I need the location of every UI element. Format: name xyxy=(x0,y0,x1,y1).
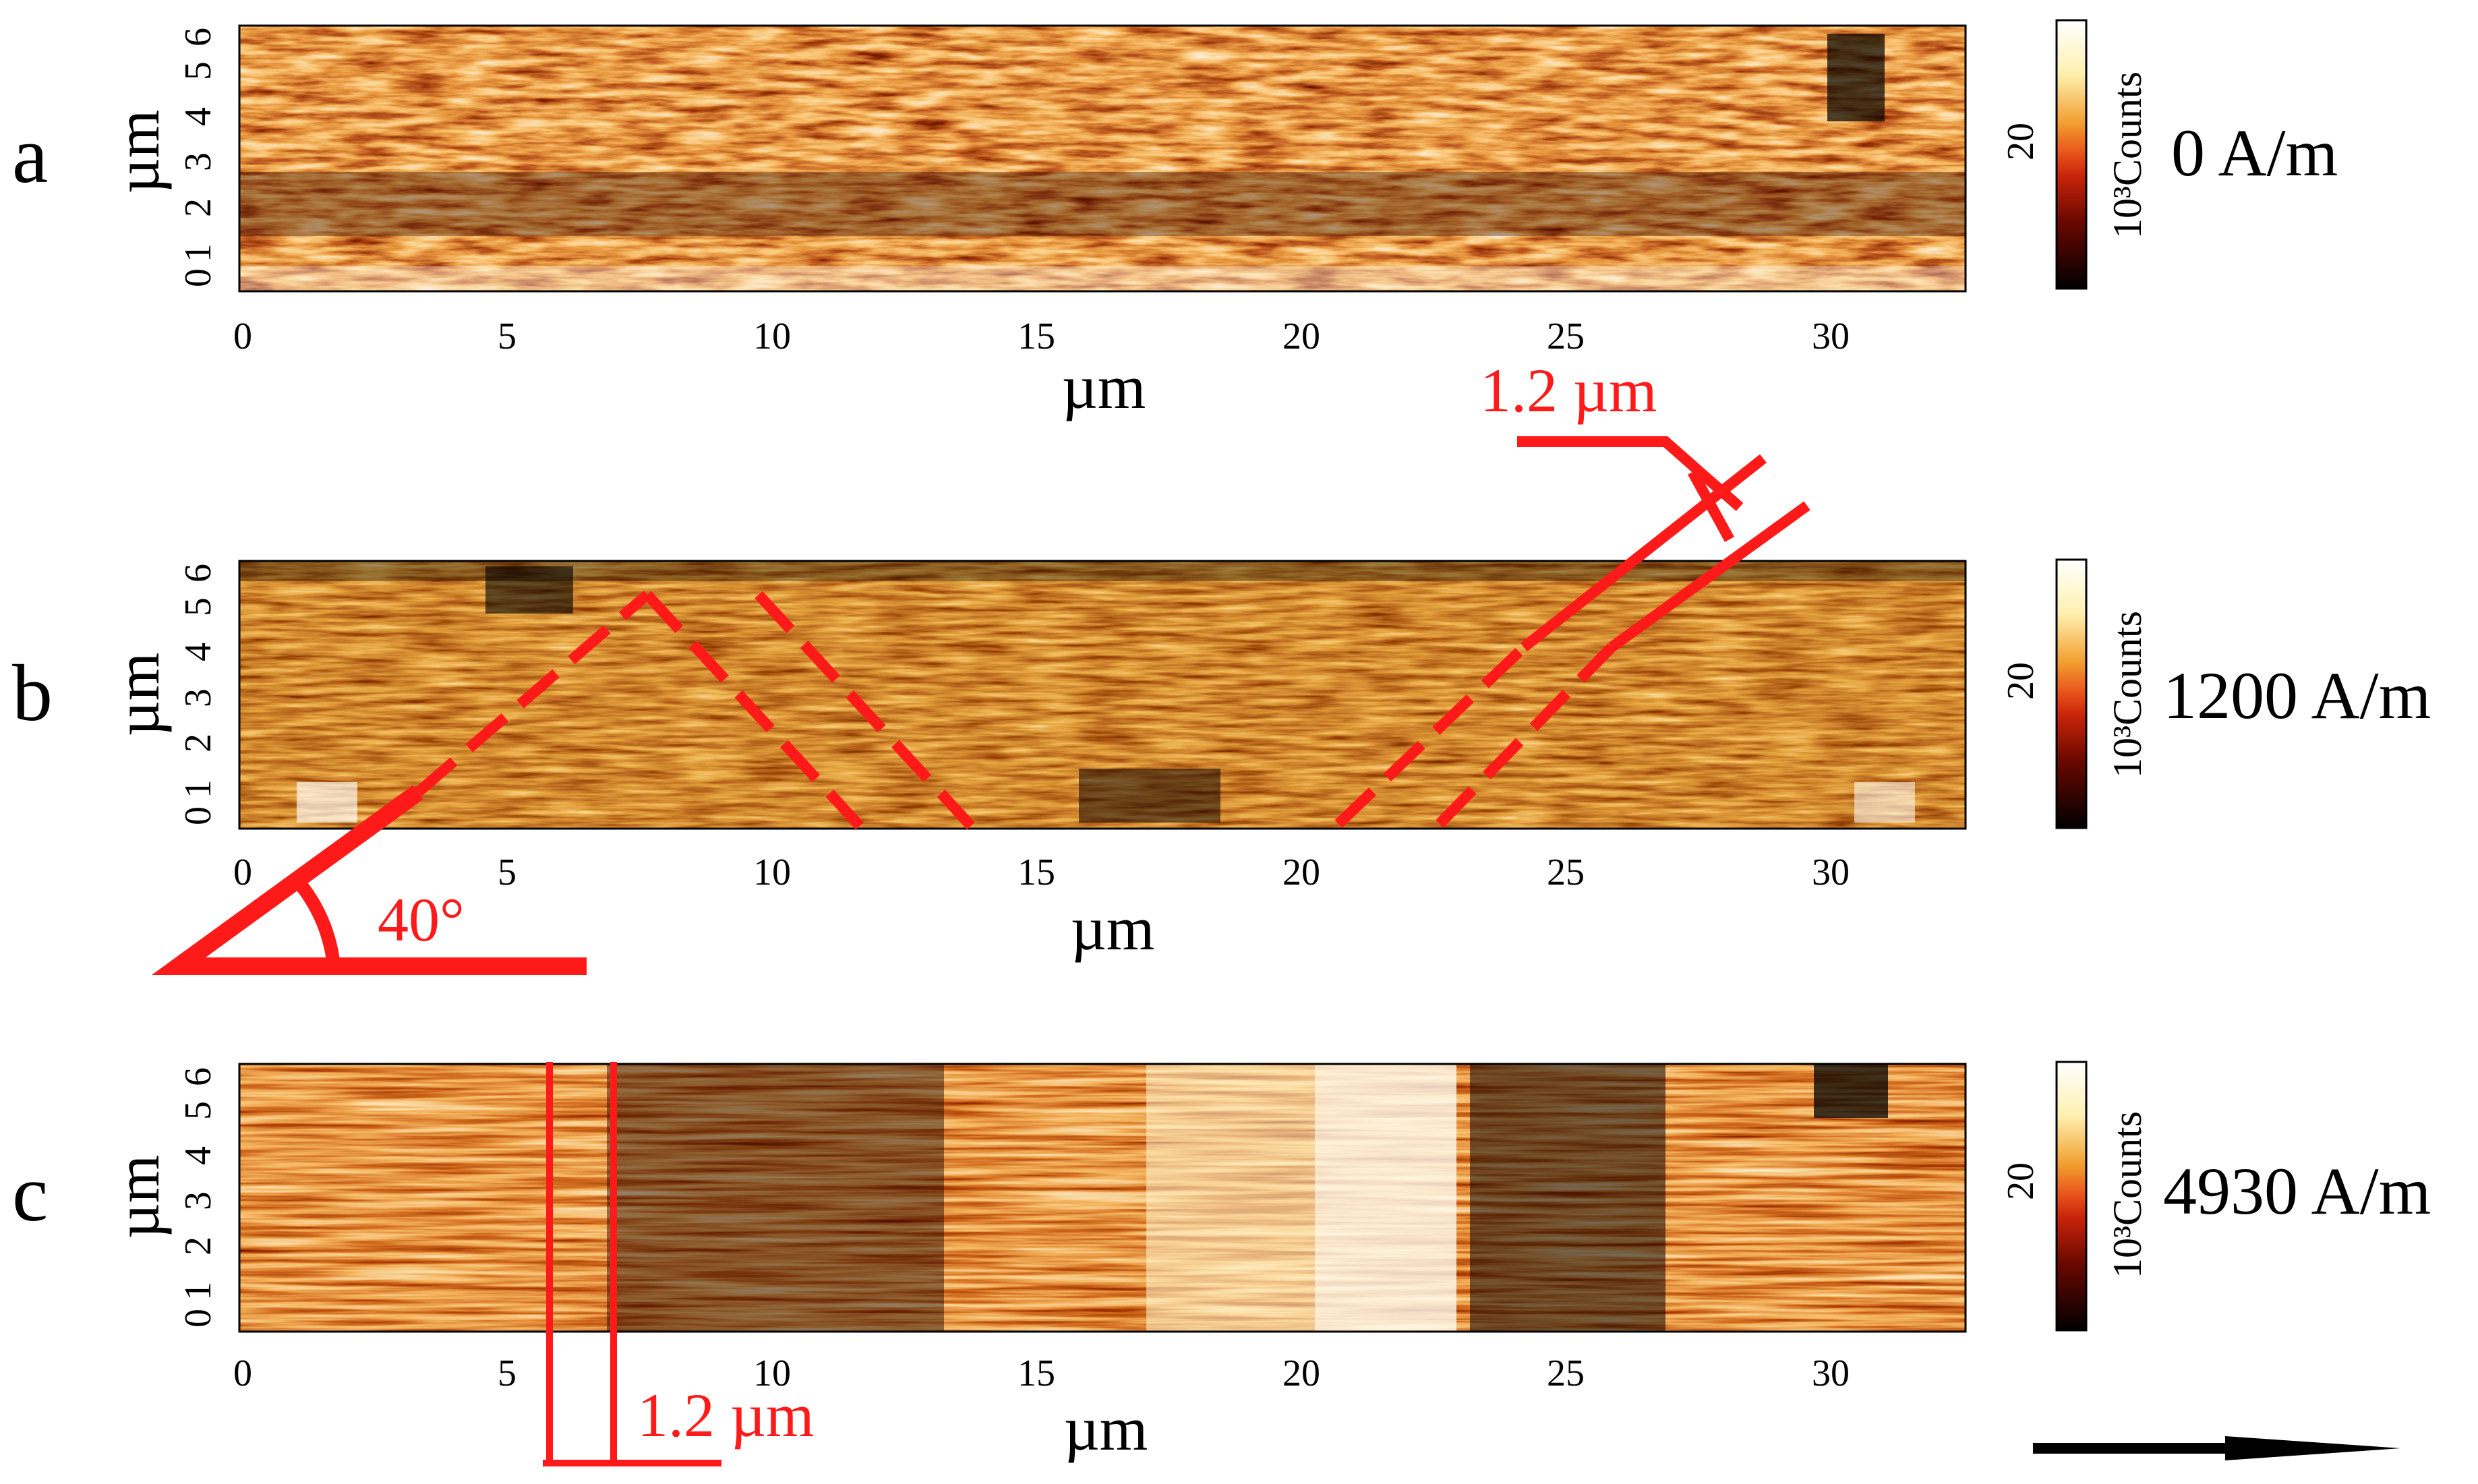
x-tick: 15 xyxy=(1017,852,1055,893)
stripe-dashed xyxy=(755,591,975,830)
heatmap xyxy=(238,1063,1967,1333)
period-tick xyxy=(1687,469,1735,542)
x-axis-label: µm xyxy=(1071,894,1155,963)
colorbar-label: 10³Counts xyxy=(2105,71,2150,239)
x-tick: 20 xyxy=(1282,1353,1320,1394)
x-tick: 25 xyxy=(1547,852,1585,893)
x-tick: 30 xyxy=(1812,316,1850,357)
x-tick: 20 xyxy=(1282,316,1320,357)
period-marker xyxy=(543,1062,721,1466)
stripe-annotations xyxy=(151,436,1810,975)
field-label: 4930 A/m xyxy=(2163,1154,2431,1228)
y-tick: 6 xyxy=(177,1067,219,1086)
y-tick: 3 xyxy=(177,152,219,171)
x-tick: 0 xyxy=(233,1353,252,1394)
y-axis: 0 1 2 3 4 5 6 µm xyxy=(103,564,219,825)
x-tick: 15 xyxy=(1017,316,1055,357)
panel-label: c xyxy=(12,1148,48,1238)
y-tick: 3 xyxy=(177,688,219,707)
colorbar: 20 10³Counts xyxy=(2000,1061,2150,1332)
period-bracket xyxy=(1517,436,1744,512)
field-label: 0 A/m xyxy=(2171,115,2338,190)
x-tick: 25 xyxy=(1547,1353,1585,1394)
x-tick: 10 xyxy=(753,316,791,357)
y-tick: 6 xyxy=(177,564,219,583)
y-axis: 0 1 2 3 4 5 6 µm xyxy=(103,1067,219,1328)
y-axis-label: µm xyxy=(103,1155,172,1239)
colorbar-tick: 20 xyxy=(2000,1162,2042,1200)
field-direction-arrow xyxy=(2033,1436,2400,1460)
y-tick: 1 xyxy=(177,1282,219,1301)
x-tick: 10 xyxy=(753,852,791,893)
angle-arc xyxy=(291,875,341,968)
y-tick: 2 xyxy=(177,1237,219,1255)
colorbar-tick: 20 xyxy=(2000,123,2042,160)
colorbar-label: 10³Counts xyxy=(2105,1111,2150,1278)
x-tick: 5 xyxy=(498,1353,517,1394)
heatmap xyxy=(238,24,1967,293)
y-tick: 2 xyxy=(177,734,219,752)
y-tick: 2 xyxy=(177,198,219,217)
field-label: 1200 A/m xyxy=(2163,658,2431,733)
y-tick: 3 xyxy=(177,1191,219,1210)
x-tick: 15 xyxy=(1017,1353,1055,1394)
period-label: 1.2 µm xyxy=(1480,356,1657,425)
colorbar-label: 10³Counts xyxy=(2105,611,2150,778)
x-tick: 10 xyxy=(753,1353,791,1394)
y-tick: 4 xyxy=(177,643,219,661)
x-tick: 30 xyxy=(1812,852,1850,893)
y-tick: 5 xyxy=(177,597,219,616)
y-tick: 0 xyxy=(177,1309,219,1328)
x-axis: 0 5 10 15 20 25 30 µm xyxy=(233,852,1850,963)
panel-label: b xyxy=(12,648,53,738)
y-tick: 1 xyxy=(177,243,219,262)
y-tick: 4 xyxy=(177,107,219,126)
y-tick: 5 xyxy=(177,1101,219,1120)
y-axis: 0 1 2 3 4 5 6 µm xyxy=(103,28,219,287)
x-tick: 30 xyxy=(1812,1353,1850,1394)
x-tick: 5 xyxy=(498,852,517,893)
stripe-solid xyxy=(1608,501,1810,652)
x-axis: 0 5 10 15 20 25 30 µm xyxy=(233,316,1850,421)
y-axis-label: µm xyxy=(103,110,172,194)
panel-label: a xyxy=(12,110,48,200)
colorbar: 20 10³Counts xyxy=(2000,19,2150,290)
stripe-dashed xyxy=(1436,643,1616,828)
x-tick: 20 xyxy=(1282,852,1320,893)
y-tick: 4 xyxy=(177,1146,219,1165)
x-tick: 25 xyxy=(1547,316,1585,357)
y-tick: 0 xyxy=(177,268,219,287)
panel-c: c 0 5 10 15 20 25 30 µm 0 1 2 3 4 5 xyxy=(12,1061,2431,1466)
y-tick: 0 xyxy=(177,806,219,825)
panel-a: a 0 5 10 15 20 25 30 µm 0 1 2 3 4 5 xyxy=(12,19,2338,421)
x-axis-label: µm xyxy=(1064,1394,1148,1463)
y-tick: 1 xyxy=(177,779,219,798)
x-axis: 0 5 10 15 20 25 30 µm xyxy=(233,1353,1850,1463)
colorbar-tick: 20 xyxy=(2000,662,2042,700)
panel-b: b 0 5 10 15 20 25 30 µm 0 1 2 3 4 5 xyxy=(12,356,2431,975)
colorbar: 20 10³Counts xyxy=(2000,558,2150,829)
x-tick: 5 xyxy=(498,316,517,357)
angle-arms xyxy=(151,785,587,975)
stripe-dashed xyxy=(1334,643,1528,828)
stripe-dashed xyxy=(643,591,864,830)
x-axis-label: µm xyxy=(1062,353,1146,421)
stripe-dashed-left xyxy=(414,590,651,797)
x-tick: 0 xyxy=(233,852,252,893)
y-tick: 6 xyxy=(177,28,219,47)
x-tick: 0 xyxy=(233,316,252,357)
y-axis-label: µm xyxy=(103,653,172,737)
heatmap xyxy=(238,560,1967,830)
y-tick: 5 xyxy=(177,61,219,80)
angle-label: 40° xyxy=(378,885,465,954)
period-label: 1.2 µm xyxy=(637,1381,815,1450)
